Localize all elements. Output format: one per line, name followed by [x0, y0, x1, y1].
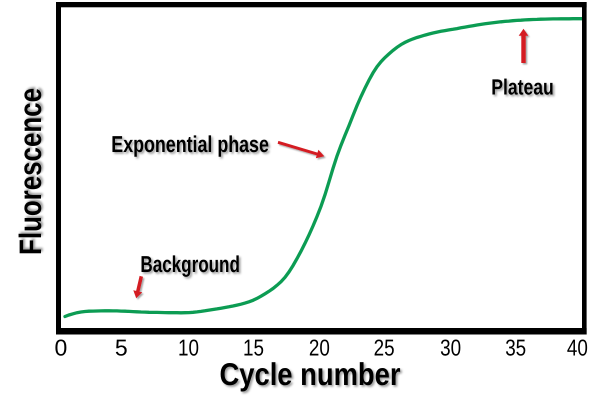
svg-text:30: 30	[440, 335, 461, 361]
svg-text:Background: Background	[140, 251, 240, 277]
svg-text:40: 40	[567, 335, 588, 361]
svg-text:15: 15	[243, 335, 264, 361]
svg-text:Plateau: Plateau	[491, 75, 554, 100]
svg-text:10: 10	[178, 335, 199, 361]
svg-text:Exponential phase: Exponential phase	[111, 131, 269, 157]
svg-text:Fluorescence: Fluorescence	[13, 88, 48, 255]
svg-text:5: 5	[115, 335, 128, 361]
svg-text:0: 0	[55, 335, 68, 361]
svg-text:35: 35	[505, 335, 526, 361]
svg-text:Cycle number: Cycle number	[220, 356, 401, 392]
svg-text:25: 25	[374, 335, 395, 361]
svg-text:20: 20	[309, 335, 330, 361]
